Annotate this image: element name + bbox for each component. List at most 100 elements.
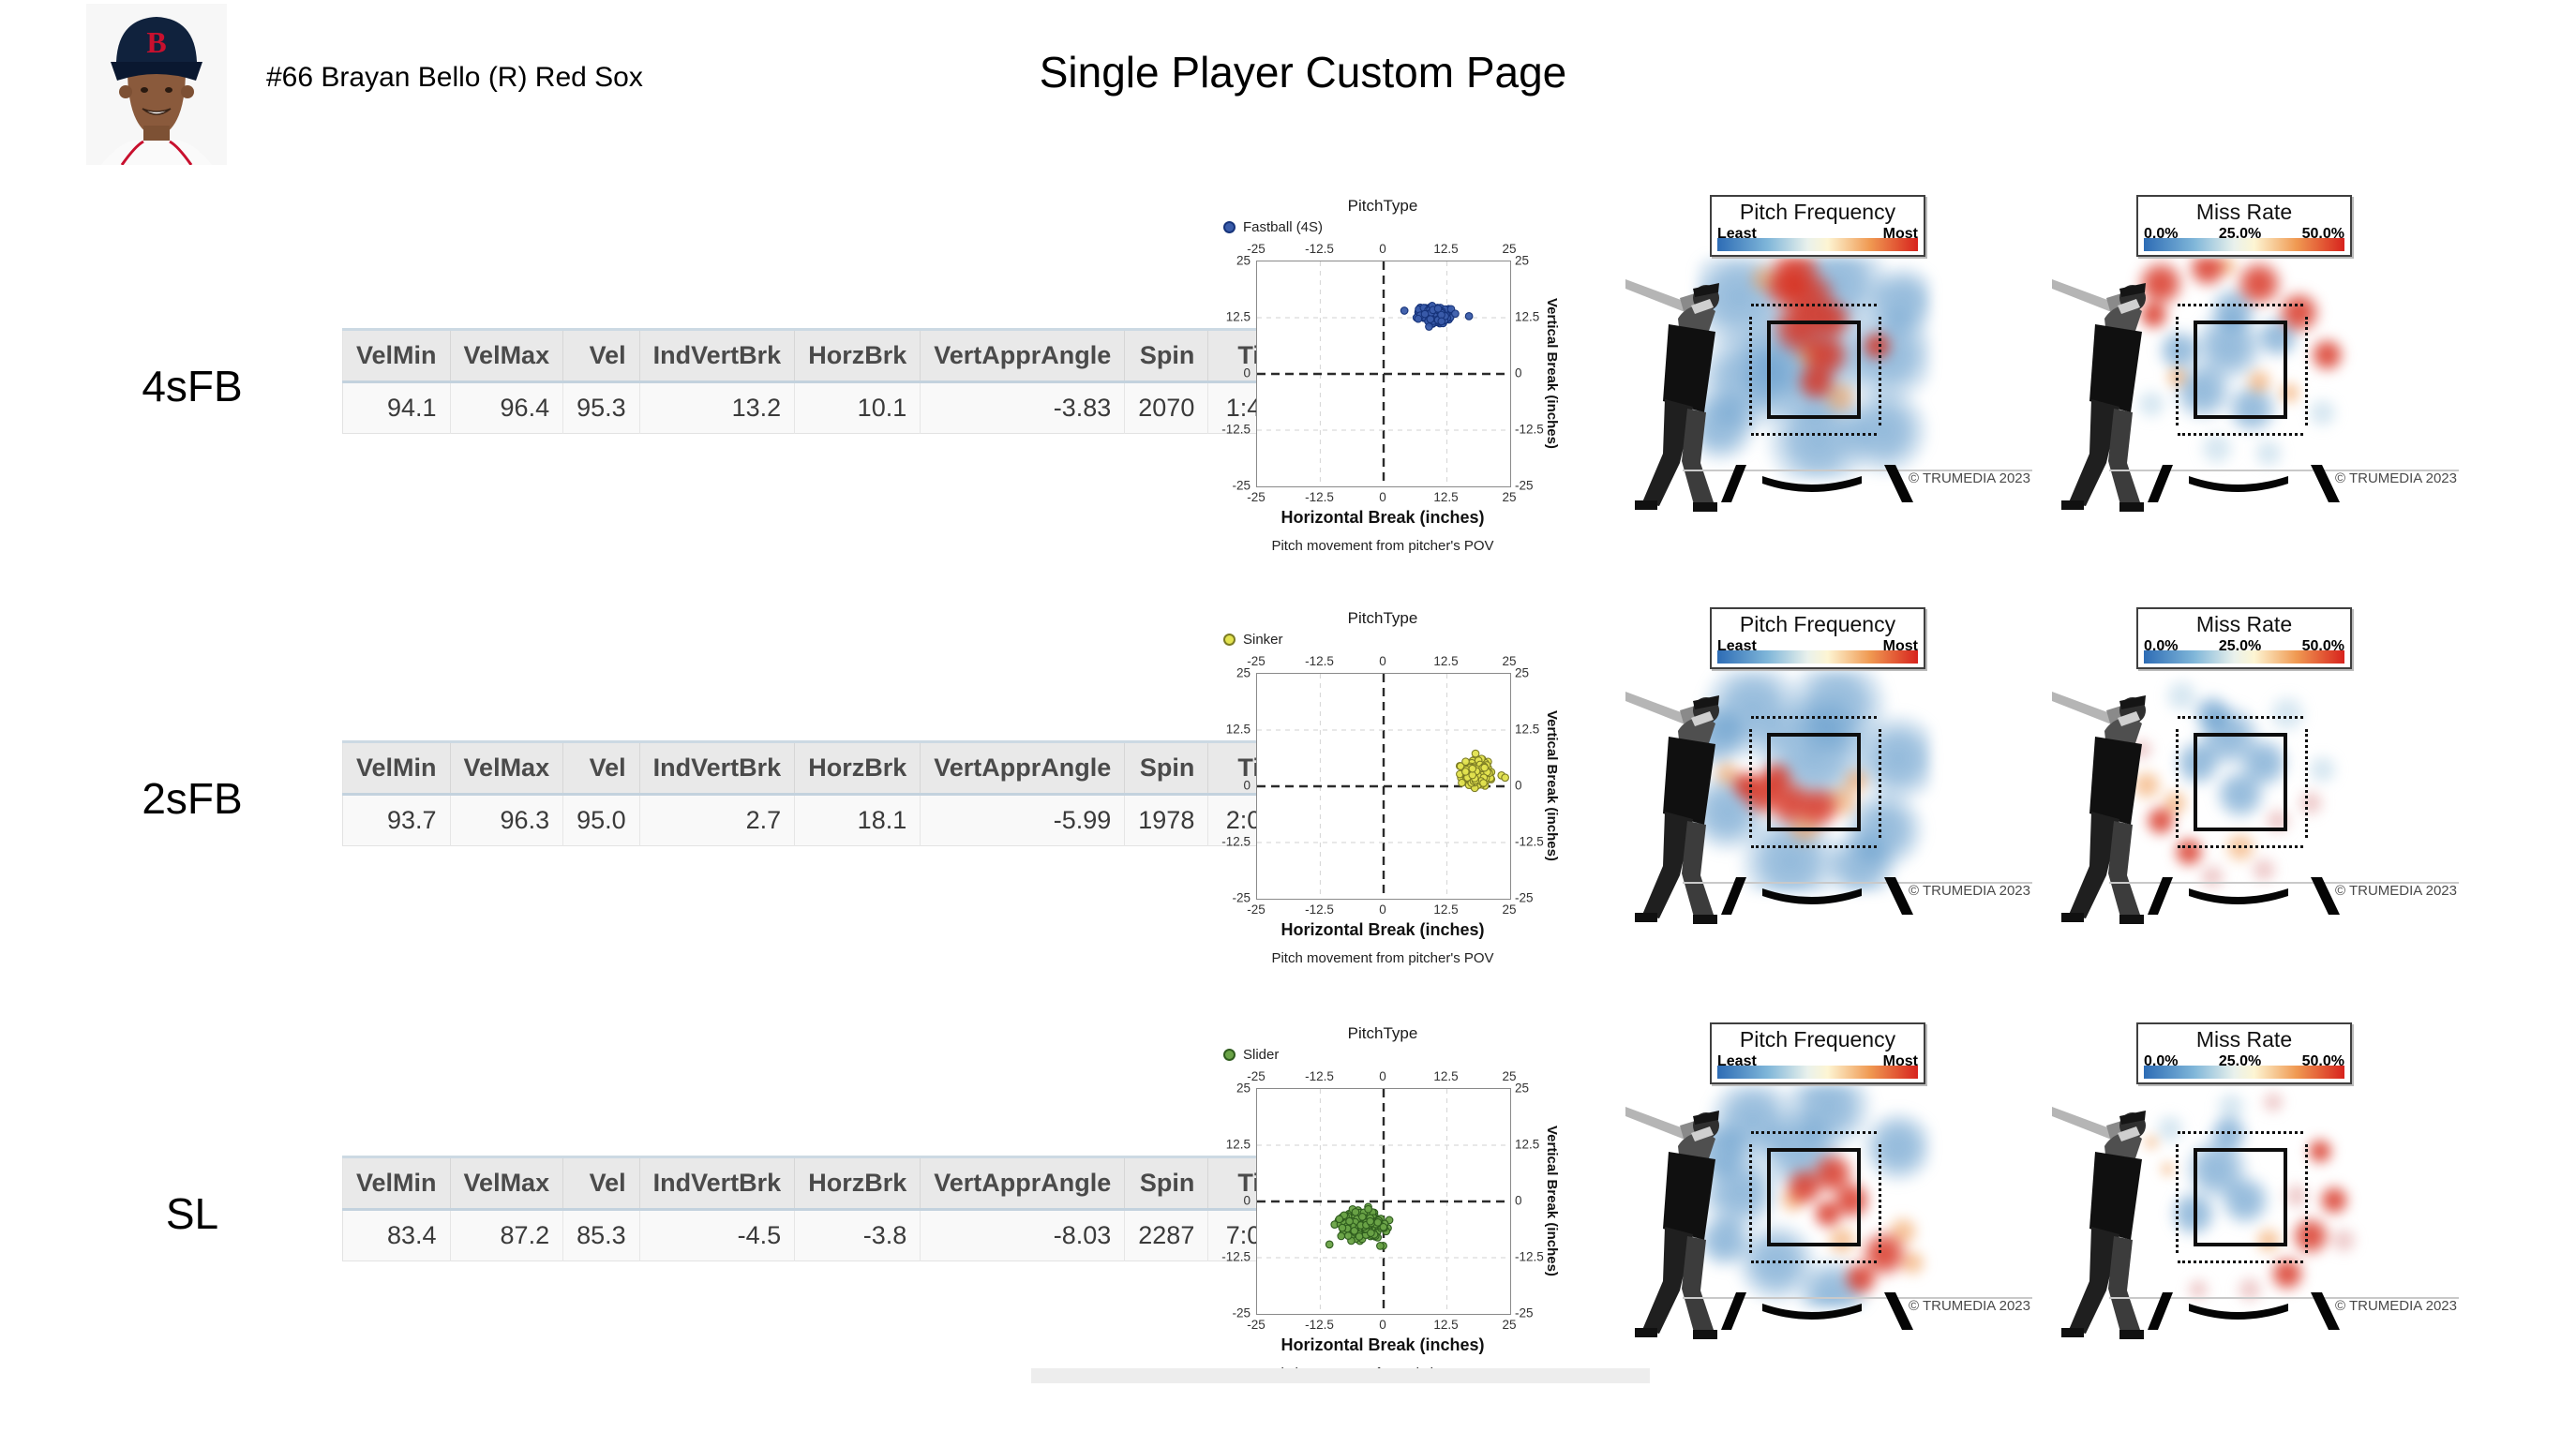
col-header-velmin: VelMin <box>342 741 451 796</box>
y-axis-ticks-right: 25 12.5 0 -12.5 -25 <box>1513 1081 1550 1320</box>
heatmap-legend-box: Miss Rate 0.0% 25.0% 50.0% <box>2136 607 2352 669</box>
scatter-points <box>1400 302 1474 331</box>
stat-velmax: 96.4 <box>449 381 563 434</box>
y-axis-label: Vertical Break (inches) <box>1544 709 1560 861</box>
heatmap-legend-box: Miss Rate 0.0% 25.0% 50.0% <box>2136 1022 2352 1084</box>
axis-tick-label: -12.5 <box>1305 902 1334 917</box>
col-header-spin: Spin <box>1124 329 1208 383</box>
axis-tick-label: 0 <box>1243 1193 1251 1208</box>
axis-tick-label: 12.5 <box>1515 309 1540 324</box>
scatter-legend: Fastball (4S) <box>1223 219 1323 235</box>
pitch-row: 4sFB VelMin VelMax Vel IndVertBrk HorzBrk Ver… <box>0 187 2576 604</box>
shadow-zone-left-line <box>1749 317 1752 425</box>
page-bottom-strip <box>1031 1368 1650 1383</box>
scale-max-label: Most <box>1882 1053 1918 1069</box>
heatmap-scale-labels: Least Most <box>1717 1053 1918 1070</box>
axis-tick-label: 12.5 <box>1225 309 1251 324</box>
x-axis-label: Horizontal Break (inches) <box>1281 508 1485 527</box>
miss-rate-heatmap: Miss Rate 0.0% 25.0% 50.0% © TRUMEDIA 20… <box>2052 600 2461 928</box>
strike-zone-box <box>1767 733 1861 831</box>
heatmap-gradient-bar <box>2144 650 2344 664</box>
shadow-zone-right-line <box>1879 1144 1881 1253</box>
axis-tick-label: -12.5 <box>1305 1318 1334 1332</box>
pitch-movement-chart: PitchType Sinker -25 -12.5 0 12.5 25 -25 -12.… <box>1214 607 1589 1012</box>
axis-tick-label: -25 <box>1515 890 1534 905</box>
heatmap-legend-box: Pitch Frequency Least Most <box>1710 1022 1925 1084</box>
shadow-zone-right-line <box>1879 317 1881 425</box>
shadow-zone-right-line <box>2305 729 2308 838</box>
axis-tick-label: 12.5 <box>1433 490 1459 504</box>
axis-tick-label: -25 <box>1247 1069 1266 1083</box>
scale-0-label: 0.0% <box>2144 638 2179 654</box>
legend-marker-icon <box>1223 1049 1236 1061</box>
scale-25-label: 25.0% <box>2218 1053 2262 1069</box>
pitch-frequency-heatmap: Pitch Frequency Least Most © TRUMEDIA 20… <box>1625 1015 2034 1343</box>
y-axis-ticks-left: 25 12.5 0 -12.5 -25 <box>1216 1081 1253 1320</box>
shadow-zone-bottom-line <box>1751 433 1877 436</box>
col-header-spin: Spin <box>1124 1156 1208 1211</box>
stat-velmin: 83.4 <box>342 1209 451 1261</box>
y-axis-label: Vertical Break (inches) <box>1544 1125 1560 1276</box>
axis-tick-label: -25 <box>1247 902 1266 917</box>
trumedia-watermark: © TRUMEDIA 2023 <box>1909 470 2030 486</box>
axis-tick-label: 12.5 <box>1433 1069 1459 1083</box>
heatmap-gradient-bar <box>2144 1066 2344 1079</box>
col-header-velmin: VelMin <box>342 329 451 383</box>
col-header-spin: Spin <box>1124 741 1208 796</box>
stat-velmin: 94.1 <box>342 381 451 434</box>
x-axis-label: Horizontal Break (inches) <box>1281 1335 1485 1354</box>
pitch-type-label: SL <box>165 1189 219 1238</box>
shadow-zone-left-line <box>2176 729 2179 838</box>
y-axis-ticks-right: 25 12.5 0 -12.5 -25 <box>1513 254 1550 493</box>
stats-value-row: 93.7 96.3 95.0 2.7 18.1 -5.99 1978 2:00 <box>342 794 1289 846</box>
axis-tick-label: -12.5 <box>1221 834 1251 849</box>
scale-min-label: Least <box>1717 638 1757 654</box>
axis-tick-label: 25 <box>1515 665 1530 680</box>
axis-tick-label: 0 <box>1379 490 1386 504</box>
page-title: Single Player Custom Page <box>1039 48 1567 97</box>
scale-0-label: 0.0% <box>2144 1053 2179 1069</box>
strike-zone-box <box>1767 1148 1861 1246</box>
scatter-title: PitchType <box>1347 609 1418 627</box>
x-axis-label: Horizontal Break (inches) <box>1281 920 1485 939</box>
heatmap-title: Pitch Frequency <box>1739 200 1896 224</box>
col-header-vel: Vel <box>562 1156 640 1211</box>
col-header-indvertbrk: IndVertBrk <box>638 1156 795 1211</box>
axis-tick-label: -25 <box>1247 1318 1266 1332</box>
miss-rate-heatmap: Miss Rate 0.0% 25.0% 50.0% © TRUMEDIA 20… <box>2052 187 2461 515</box>
trumedia-watermark: © TRUMEDIA 2023 <box>2335 1298 2457 1314</box>
axis-tick-label: -25 <box>1515 478 1534 493</box>
scatter-points <box>1455 749 1509 793</box>
pitch-movement-chart: PitchType Slider -25 -12.5 0 12.5 25 -25 -12.… <box>1214 1022 1589 1427</box>
col-header-horzbrk: HorzBrk <box>794 1156 921 1211</box>
scatter-plot <box>1257 674 1510 899</box>
shadow-zone-bottom-line <box>2178 1260 2303 1263</box>
heatmap-density-field <box>1697 257 1931 480</box>
axis-tick-label: 25 <box>1502 902 1517 917</box>
x-axis-ticks-top: -25 -12.5 0 12.5 25 <box>1247 242 1516 257</box>
heatmap-gradient-bar <box>1717 238 1918 251</box>
axis-tick-label: 25 <box>1502 1069 1517 1083</box>
heatmap-title: Miss Rate <box>2195 1027 2293 1052</box>
scatter-plot-area <box>1256 1088 1511 1315</box>
stat-indvertbrk: 13.2 <box>638 381 795 434</box>
axis-tick-label: -12.5 <box>1305 654 1334 668</box>
axis-tick-label: 25 <box>1236 1081 1251 1096</box>
heatmap-scale-labels: 0.0% 25.0% 50.0% <box>2144 226 2344 243</box>
heatmap-gradient-bar <box>1717 650 1918 664</box>
axis-tick-label: -25 <box>1232 1305 1251 1320</box>
scatter-title: PitchType <box>1347 1024 1418 1042</box>
heatmap-legend-box: Pitch Frequency Least Most <box>1710 607 1925 669</box>
axis-tick-label: 25 <box>1236 665 1251 680</box>
strike-zone-box <box>2194 1148 2287 1246</box>
col-header-indvertbrk: IndVertBrk <box>638 741 795 796</box>
axis-tick-label: 12.5 <box>1433 242 1459 256</box>
scale-50-label: 50.0% <box>2301 226 2344 242</box>
stat-velmax: 96.3 <box>449 794 563 846</box>
heatmap-density-field <box>2123 257 2358 480</box>
scale-max-label: Most <box>1882 226 1918 242</box>
stat-vertapprangle: -3.83 <box>920 381 1125 434</box>
col-header-velmax: VelMax <box>449 329 563 383</box>
col-header-vertapprangle: VertApprAngle <box>920 1156 1125 1211</box>
col-header-velmax: VelMax <box>449 741 563 796</box>
